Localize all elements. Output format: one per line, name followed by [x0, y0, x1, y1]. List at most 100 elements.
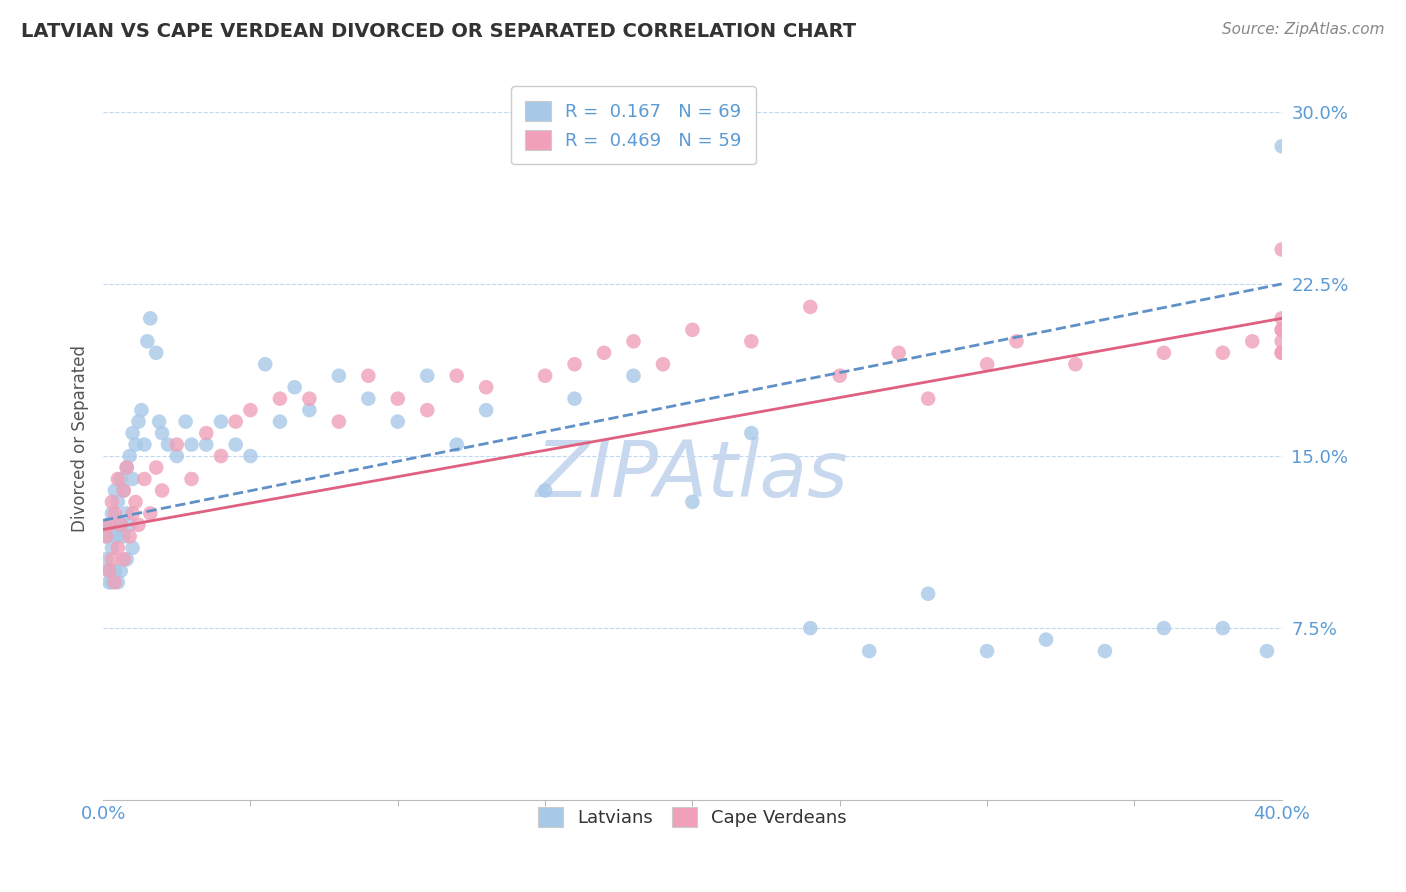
Point	[357, 392, 380, 406]
Point	[298, 403, 321, 417]
Point	[858, 644, 880, 658]
Point	[1241, 334, 1264, 349]
Point	[121, 541, 143, 555]
Point	[475, 380, 498, 394]
Point	[254, 357, 277, 371]
Point	[180, 437, 202, 451]
Point	[166, 437, 188, 451]
Point	[101, 552, 124, 566]
Text: ZIPAtlas: ZIPAtlas	[536, 437, 849, 513]
Point	[534, 483, 557, 498]
Point	[298, 392, 321, 406]
Point	[387, 415, 409, 429]
Point	[136, 334, 159, 349]
Point	[112, 483, 135, 498]
Point	[917, 587, 939, 601]
Point	[118, 449, 141, 463]
Point	[107, 575, 129, 590]
Point	[110, 472, 132, 486]
Text: LATVIAN VS CAPE VERDEAN DIVORCED OR SEPARATED CORRELATION CHART: LATVIAN VS CAPE VERDEAN DIVORCED OR SEPA…	[21, 22, 856, 41]
Point	[269, 392, 291, 406]
Point	[1212, 621, 1234, 635]
Point	[357, 368, 380, 383]
Point	[94, 552, 117, 566]
Point	[101, 575, 124, 590]
Point	[115, 460, 138, 475]
Point	[121, 426, 143, 441]
Point	[225, 415, 247, 429]
Point	[1035, 632, 1057, 647]
Point	[209, 415, 232, 429]
Point	[118, 517, 141, 532]
Point	[115, 507, 138, 521]
Point	[1271, 334, 1294, 349]
Point	[110, 517, 132, 532]
Point	[1153, 621, 1175, 635]
Point	[328, 415, 350, 429]
Point	[681, 323, 703, 337]
Point	[98, 575, 121, 590]
Point	[112, 529, 135, 543]
Point	[1256, 644, 1278, 658]
Point	[534, 368, 557, 383]
Point	[150, 483, 173, 498]
Point	[564, 392, 586, 406]
Point	[101, 507, 124, 521]
Point	[98, 517, 121, 532]
Point	[387, 392, 409, 406]
Point	[107, 495, 129, 509]
Point	[284, 380, 307, 394]
Point	[593, 345, 616, 359]
Point	[1064, 357, 1087, 371]
Legend: Latvians, Cape Verdeans: Latvians, Cape Verdeans	[531, 800, 853, 835]
Point	[98, 564, 121, 578]
Point	[110, 517, 132, 532]
Point	[564, 357, 586, 371]
Point	[269, 415, 291, 429]
Point	[416, 368, 439, 383]
Point	[127, 415, 149, 429]
Point	[94, 529, 117, 543]
Point	[107, 472, 129, 486]
Point	[180, 472, 202, 486]
Point	[98, 564, 121, 578]
Point	[225, 437, 247, 451]
Point	[239, 449, 262, 463]
Point	[416, 403, 439, 417]
Point	[799, 300, 821, 314]
Point	[104, 483, 127, 498]
Point	[174, 415, 197, 429]
Point	[1271, 323, 1294, 337]
Point	[104, 529, 127, 543]
Point	[98, 517, 121, 532]
Point	[1271, 243, 1294, 257]
Point	[145, 460, 167, 475]
Point	[209, 449, 232, 463]
Point	[134, 472, 156, 486]
Point	[112, 552, 135, 566]
Point	[446, 368, 468, 383]
Point	[1094, 644, 1116, 658]
Point	[740, 334, 762, 349]
Point	[623, 368, 645, 383]
Point	[101, 541, 124, 555]
Point	[740, 426, 762, 441]
Point	[104, 507, 127, 521]
Point	[94, 529, 117, 543]
Point	[148, 415, 170, 429]
Point	[446, 437, 468, 451]
Point	[239, 403, 262, 417]
Point	[166, 449, 188, 463]
Point	[131, 403, 153, 417]
Point	[127, 517, 149, 532]
Point	[115, 552, 138, 566]
Point	[917, 392, 939, 406]
Point	[1271, 311, 1294, 326]
Point	[1271, 345, 1294, 359]
Point	[121, 507, 143, 521]
Point	[107, 529, 129, 543]
Point	[124, 495, 146, 509]
Point	[156, 437, 179, 451]
Point	[115, 460, 138, 475]
Point	[145, 345, 167, 359]
